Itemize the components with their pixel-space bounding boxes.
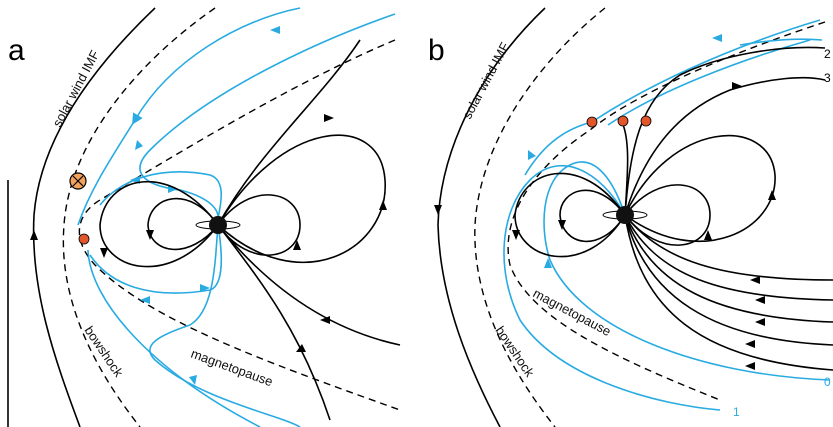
- panel-a-open-line-lower-3: [87, 249, 261, 427]
- panel-b-line-number-0: 0: [824, 375, 831, 389]
- panel-b-solar-wind-label: solar wind IMF: [459, 40, 512, 122]
- panel-a-dipole-inner-left: [147, 197, 219, 251]
- panel-a-solar-wind-label: solar wind IMF: [49, 48, 102, 130]
- panel-a-cyan-arrow-7: [189, 375, 197, 385]
- panel-b-dipole-inner-right: [624, 184, 711, 246]
- panel-b-dipole-outer-right: [624, 134, 776, 242]
- panel-a-bowshock-label: bowshock: [82, 323, 127, 380]
- panel-b-black-arrow-5: [512, 230, 520, 240]
- panel-b-upper-line-2: [624, 46, 826, 216]
- panel-b-letter: b: [428, 34, 445, 67]
- panel-b-dipole-mid-left: [514, 172, 626, 258]
- panel-a-magnetopause-label: magnetopause: [189, 346, 275, 390]
- panel-a-dipole-outer-right: [217, 134, 386, 264]
- panel-b-black-arrow-4: [558, 220, 566, 230]
- panel-a: a: [7, 7, 401, 427]
- panel-b-open-line-4: [524, 121, 593, 176]
- panel-a-tail-line-2: [217, 224, 401, 346]
- panel-b-black-arrow-8: [755, 318, 765, 326]
- panel-a-black-arrow-6: [320, 316, 330, 324]
- panel-b-upper-line-4: [621, 121, 629, 216]
- panel-b-imf-arrow: [434, 205, 442, 215]
- panel-a-imf-arrow: [30, 230, 38, 240]
- panel-b-tail-line-1: [624, 214, 833, 281]
- panel-b-black-arrow-6: [750, 276, 760, 284]
- panel-a-black-arrow-4: [146, 230, 154, 240]
- reconnection-point-icon: [586, 116, 598, 128]
- panel-b-upper-line-3: [624, 76, 826, 216]
- panel-a-black-arrow-5: [100, 248, 108, 258]
- panel-b-cyan-arrow-1: [712, 34, 722, 42]
- panel-a-cyan-arrow-4: [200, 284, 210, 292]
- panel-b-tail-line-5: [624, 214, 833, 371]
- panel-a-tail-line-3: [217, 224, 331, 421]
- panel-a-black-arrow-7: [296, 344, 306, 352]
- panel-b-tail-line-2: [624, 214, 833, 301]
- panel-a-magnetopause: [78, 39, 401, 411]
- panel-a-bowshock: [62, 7, 216, 427]
- panel-a-cyan-arrow-6: [270, 26, 280, 34]
- panel-a-open-line-upper-1: [77, 7, 301, 226]
- panel-a-imf-line-1: [32, 7, 156, 427]
- panel-a-black-arrow-2: [379, 200, 387, 210]
- reconnection-point-icon: [78, 233, 90, 245]
- panel-b-open-line-1: [503, 164, 721, 411]
- planet-icon: [602, 206, 648, 224]
- panel-b-magnetopause: [507, 21, 826, 401]
- panel-a-dipole-mid-left: [99, 180, 219, 268]
- panel-b-line-number-2: 2: [824, 47, 831, 61]
- panel-b-black-arrow-7: [755, 296, 765, 304]
- panel-b-bowshock: [474, 7, 606, 427]
- panel-b-black-arrow-10: [745, 362, 755, 370]
- panel-a-cyan-arrow-5: [135, 140, 143, 150]
- panel-b-cyan-arrow-3: [544, 258, 552, 268]
- panel-b-dipole-inner-left: [559, 189, 626, 243]
- panel-b-black-arrow-9: [745, 340, 755, 348]
- x-line-marker-icon: [69, 172, 87, 190]
- panel-b-open-line-3: [607, 38, 823, 126]
- panel-a-black-arrow-1: [324, 114, 334, 122]
- panel-b-open-line-2: [591, 19, 821, 123]
- panel-a-open-line-upper-2: [139, 13, 396, 221]
- panel-b-cyan-arrow-2: [528, 150, 536, 160]
- panel-a-dipole-inner-right: [217, 194, 301, 256]
- panel-a-letter: a: [8, 34, 25, 67]
- panel-b-open-line-0: [543, 161, 831, 381]
- panel-a-open-line-upper-3: [99, 171, 222, 219]
- panel-b-tail-line-3: [624, 214, 833, 323]
- panel-b-line-number-1: 1: [733, 405, 740, 419]
- panel-b-line-number-3: 3: [824, 71, 831, 85]
- panel-b-imf-line-1: [437, 7, 546, 427]
- planet-icon: [195, 216, 241, 234]
- reconnection-point-icon: [640, 115, 652, 127]
- panel-b-bowshock-label: bowshock: [493, 323, 538, 380]
- panel-b-black-arrow-2: [768, 190, 776, 200]
- panel-b: b: [428, 7, 833, 427]
- panel-a-open-line-lower-2: [149, 224, 301, 427]
- panel-b-tail-line-4: [624, 214, 833, 346]
- panel-b-black-arrow-1: [732, 82, 742, 90]
- panel-a-cyan-arrow-3: [140, 296, 150, 304]
- panel-a-open-line-lower-1: [89, 224, 223, 294]
- panel-a-black-arrow-3: [293, 240, 301, 250]
- reconnection-point-icon: [617, 115, 629, 127]
- panel-b-black-arrow-3: [704, 230, 712, 240]
- panel-a-tail-line-1: [217, 39, 361, 226]
